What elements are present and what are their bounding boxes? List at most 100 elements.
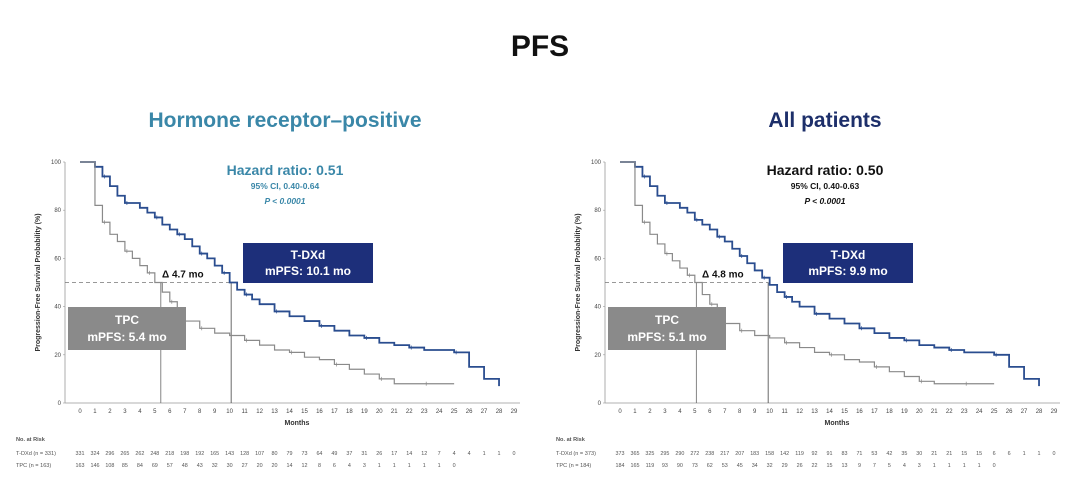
risk-cell: 119	[646, 463, 655, 469]
y-tick-label: 100	[51, 160, 62, 166]
x-tick-label: 16	[316, 409, 323, 415]
tpc-box-value: mPFS: 5.1 mo	[627, 330, 706, 344]
risk-cell: 48	[182, 463, 188, 469]
risk-cell: 1	[483, 451, 486, 457]
risk-cell: 163	[76, 463, 85, 469]
risk-cell: 296	[105, 451, 114, 457]
risk-cell: 26	[376, 451, 382, 457]
x-tick-label: 22	[406, 409, 413, 415]
tpc-survival-curve	[80, 161, 455, 385]
page-title: PFS	[510, 30, 570, 63]
risk-cell: 331	[76, 451, 85, 457]
delta-median-label: Δ 4.7 mo	[162, 270, 204, 281]
x-tick-label: 18	[346, 409, 353, 415]
p-value: P < 0.0001	[264, 196, 305, 206]
panel-title: All patients	[768, 109, 881, 132]
x-tick-label: 29	[1051, 409, 1058, 415]
risk-cell: 165	[210, 451, 219, 457]
risk-cell: 49	[331, 451, 337, 457]
x-tick-label: 7	[183, 409, 187, 415]
risk-cell: 158	[765, 451, 774, 457]
x-tick-label: 19	[361, 409, 368, 415]
confidence-interval: 95% CI, 0.40-0.64	[251, 181, 320, 191]
risk-cell: 325	[645, 451, 654, 457]
risk-cell: 21	[931, 451, 937, 457]
risk-cell: 238	[705, 451, 714, 457]
risk-cell: 7	[438, 451, 441, 457]
risk-cell: 1	[1038, 451, 1041, 457]
tdxd-survival-curve	[620, 161, 1040, 387]
x-tick-label: 1	[633, 409, 637, 415]
risk-cell: 15	[961, 451, 967, 457]
x-tick-label: 5	[153, 409, 157, 415]
y-axis-label: Progression-Free Survival Probability (%…	[575, 213, 582, 351]
x-tick-label: 17	[331, 409, 338, 415]
x-tick-label: 9	[753, 409, 757, 415]
risk-table-header: No. at Risk	[556, 437, 586, 443]
x-tick-label: 14	[286, 409, 293, 415]
risk-cell: 1	[408, 463, 411, 469]
risk-cell: 43	[197, 463, 203, 469]
x-tick-label: 27	[481, 409, 488, 415]
x-tick-label: 19	[901, 409, 908, 415]
risk-cell: 7	[873, 463, 876, 469]
risk-cell: 142	[780, 451, 789, 457]
y-tick-label: 40	[54, 305, 61, 311]
risk-table-header: No. at Risk	[16, 437, 46, 443]
p-value: P < 0.0001	[804, 196, 845, 206]
risk-cell: 20	[257, 463, 263, 469]
risk-cell: 207	[735, 451, 744, 457]
y-tick-label: 60	[54, 256, 61, 262]
x-tick-label: 2	[108, 409, 112, 415]
risk-cell: 53	[722, 463, 728, 469]
x-tick-label: 10	[226, 409, 233, 415]
x-tick-label: 11	[782, 409, 789, 415]
x-tick-label: 26	[466, 409, 473, 415]
risk-cell: 1	[978, 463, 981, 469]
risk-cell: 262	[135, 451, 144, 457]
km-chart-all-patients: All patients020406080100Progression-Free…	[556, 109, 1060, 469]
risk-cell: 35	[901, 451, 907, 457]
x-axis-label: Months	[825, 420, 850, 427]
risk-cell: 14	[406, 451, 412, 457]
risk-cell: 248	[150, 451, 159, 457]
risk-cell: 4	[453, 451, 456, 457]
tdxd-median-box	[243, 243, 373, 283]
x-tick-label: 8	[198, 409, 202, 415]
risk-cell: 53	[871, 451, 877, 457]
risk-cell: 45	[737, 463, 743, 469]
risk-cell: 37	[346, 451, 352, 457]
risk-cell: 80	[272, 451, 278, 457]
risk-cell: 3	[918, 463, 921, 469]
x-tick-label: 15	[301, 409, 308, 415]
tpc-survival-curve	[620, 161, 995, 385]
tdxd-median-box	[783, 243, 913, 283]
x-tick-label: 1	[93, 409, 97, 415]
risk-cell: 146	[90, 463, 99, 469]
x-tick-label: 13	[811, 409, 818, 415]
risk-cell: 290	[675, 451, 684, 457]
risk-cell: 192	[195, 451, 204, 457]
risk-cell: 73	[301, 451, 307, 457]
risk-row-label: T-DXd (n = 373)	[556, 451, 596, 457]
km-chart-hormone-receptor-positive: Hormone receptor–positive020406080100Pro…	[16, 109, 520, 469]
risk-cell: 13	[841, 463, 847, 469]
x-axis-label: Months	[285, 420, 310, 427]
x-tick-label: 3	[663, 409, 667, 415]
risk-cell: 90	[677, 463, 683, 469]
x-tick-label: 21	[391, 409, 398, 415]
tdxd-box-label: T-DXd	[831, 248, 866, 262]
confidence-interval: 95% CI, 0.40-0.63	[791, 181, 860, 191]
x-tick-label: 8	[738, 409, 742, 415]
risk-cell: 30	[227, 463, 233, 469]
tdxd-box-value: mPFS: 9.9 mo	[808, 264, 887, 278]
risk-cell: 91	[827, 451, 833, 457]
risk-row-label: T-DXd (n = 331)	[16, 451, 56, 457]
risk-cell: 128	[240, 451, 249, 457]
x-tick-label: 14	[826, 409, 833, 415]
x-tick-label: 28	[496, 409, 503, 415]
y-tick-label: 80	[594, 208, 601, 214]
risk-cell: 119	[795, 451, 804, 457]
risk-cell: 64	[316, 451, 322, 457]
risk-cell: 32	[767, 463, 773, 469]
